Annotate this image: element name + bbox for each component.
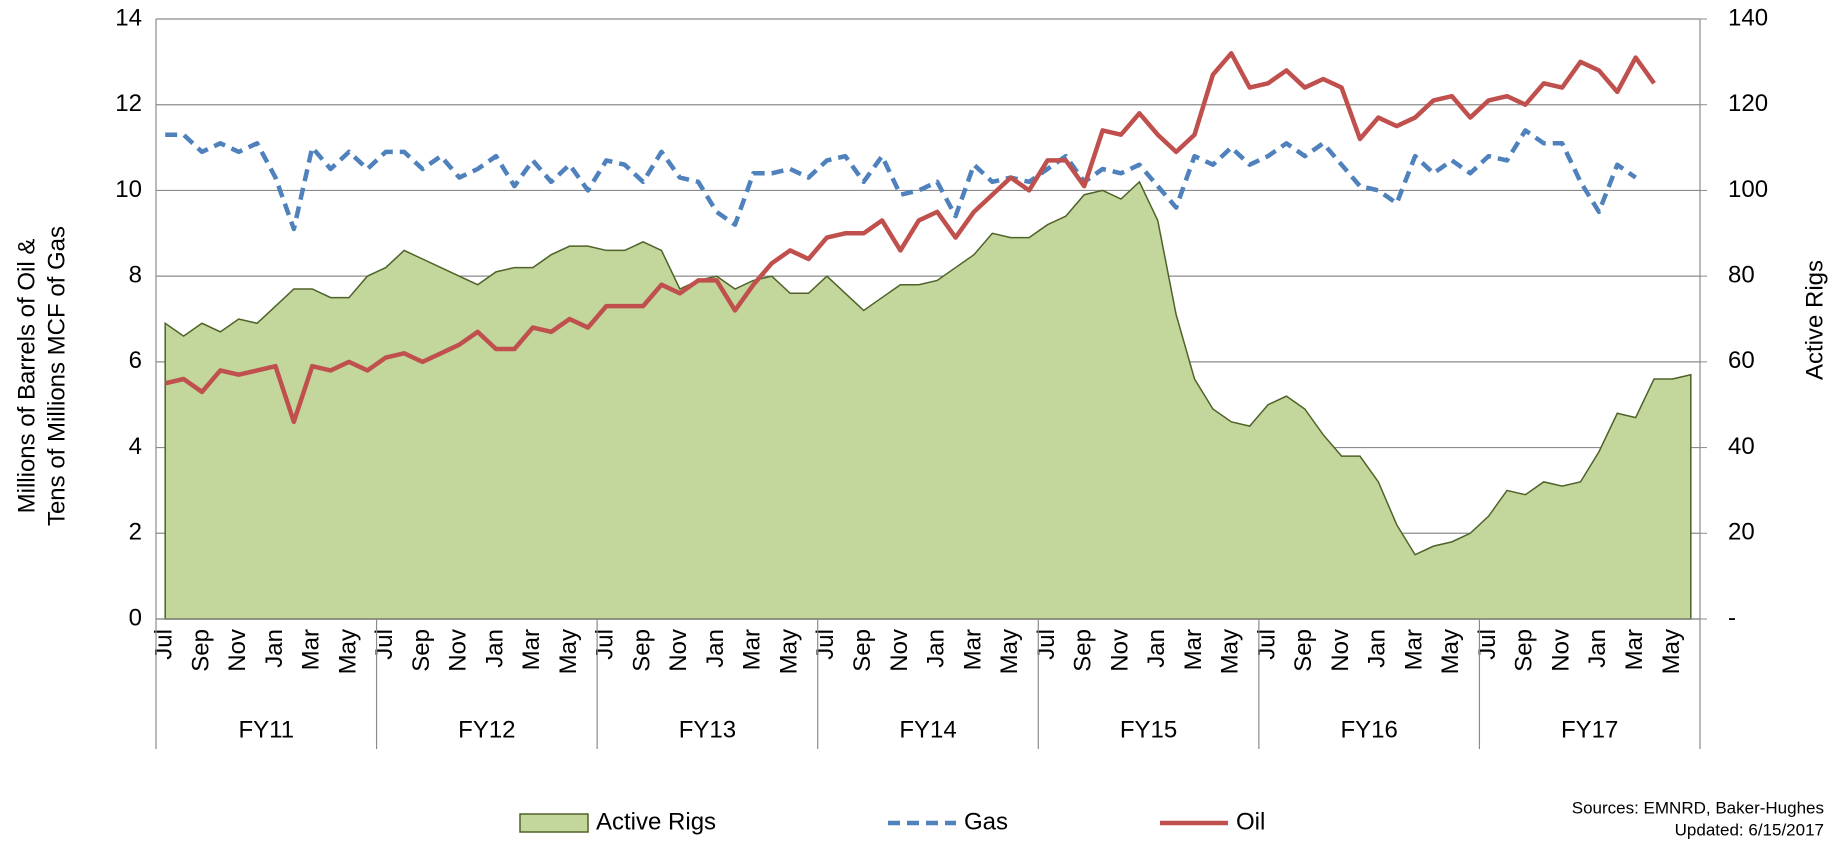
line <box>165 128 1637 232</box>
x-tick-label: Jan <box>702 629 729 668</box>
note: Updated: 6/15/2017 <box>1675 820 1824 839</box>
x-tick-label: May <box>775 629 802 674</box>
group-label: FY15 <box>1120 716 1177 743</box>
x-tick-label: Jan <box>923 629 950 668</box>
x-tick-label: May <box>334 629 361 674</box>
y-tick-label: 4 <box>129 433 142 460</box>
x-tick-label: May <box>1658 629 1685 674</box>
x-tick-label: Nov <box>1327 629 1354 672</box>
y-tick-label: 2 <box>129 519 142 546</box>
y2-tick-label: 20 <box>1728 519 1755 546</box>
x-tick-label: Mar <box>1621 629 1648 670</box>
y-axis-title: Tens of Millions MCF of Gas <box>43 226 70 526</box>
x-tick-label: Nov <box>665 629 692 672</box>
x-tick-label: May <box>1437 629 1464 674</box>
x-tick-label: Nov <box>1547 629 1574 672</box>
group-label: FY11 <box>238 716 294 743</box>
y2-axis-title: Active Rigs <box>1801 260 1828 380</box>
x-tick-label: Jul <box>812 629 839 660</box>
note: Sources: EMNRD, Baker-Hughes <box>1572 798 1824 817</box>
legend-swatch <box>519 813 589 833</box>
x-tick-label: May <box>1217 629 1244 674</box>
y-axis-title: Millions of Barrels of Oil & <box>13 239 40 514</box>
x-tick-label: May <box>555 629 582 674</box>
group-label: FY14 <box>899 716 956 743</box>
x-tick-label: Jan <box>1364 629 1391 668</box>
x-tick-label: Jul <box>1474 629 1501 660</box>
x-tick-label: Sep <box>1511 629 1538 672</box>
y-tick-label: 12 <box>115 90 142 117</box>
y-tick-label: 10 <box>115 176 142 203</box>
x-tick-label: Nov <box>224 629 251 672</box>
y2-tick-label: 80 <box>1728 261 1755 288</box>
x-tick-label: Mar <box>1400 629 1427 670</box>
x-tick-label: Sep <box>1290 629 1317 672</box>
y2-tick-label: 120 <box>1728 90 1768 117</box>
x-tick-label: Jan <box>1584 629 1611 668</box>
x-tick-label: Jan <box>481 629 508 668</box>
x-tick-label: Sep <box>187 629 214 672</box>
legend-label: Oil <box>1236 808 1265 835</box>
x-tick-label: Sep <box>408 629 435 672</box>
y2-tick-label: 60 <box>1728 347 1755 374</box>
x-tick-label: Jul <box>1033 629 1060 660</box>
y-tick-label: 0 <box>129 604 142 631</box>
group-label: FY16 <box>1340 716 1397 743</box>
x-tick-label: Mar <box>739 629 766 670</box>
x-tick-label: Nov <box>1106 629 1133 672</box>
y-tick-label: 14 <box>115 4 142 31</box>
y2-tick-label: - <box>1728 604 1736 631</box>
x-tick-label: May <box>996 629 1023 674</box>
area <box>164 180 1692 620</box>
legend-label: Gas <box>964 808 1008 835</box>
x-tick-label: Sep <box>1070 629 1097 672</box>
y2-tick-label: 140 <box>1728 4 1768 31</box>
line <box>164 51 1656 425</box>
legend-label: Active Rigs <box>596 808 716 835</box>
x-tick-label: Sep <box>628 629 655 672</box>
y2-tick-label: 100 <box>1728 176 1768 203</box>
x-tick-label: Mar <box>298 629 325 670</box>
x-tick-label: Jul <box>592 629 619 660</box>
x-tick-label: Jul <box>371 629 398 660</box>
y2-tick-label: 40 <box>1728 433 1755 460</box>
x-tick-label: Jul <box>1253 629 1280 660</box>
x-tick-label: Jan <box>1143 629 1170 668</box>
group-label: FY17 <box>1561 716 1618 743</box>
x-tick-label: Mar <box>518 629 545 670</box>
x-tick-label: Jul <box>151 629 178 660</box>
x-tick-label: Nov <box>445 629 472 672</box>
x-tick-label: Mar <box>959 629 986 670</box>
y-tick-label: 6 <box>129 347 142 374</box>
x-tick-label: Jan <box>261 629 288 668</box>
group-label: FY13 <box>679 716 736 743</box>
y-tick-label: 8 <box>129 261 142 288</box>
x-tick-label: Sep <box>849 629 876 672</box>
group-label: FY12 <box>458 716 515 743</box>
x-tick-label: Mar <box>1180 629 1207 670</box>
x-tick-label: Nov <box>886 629 913 672</box>
